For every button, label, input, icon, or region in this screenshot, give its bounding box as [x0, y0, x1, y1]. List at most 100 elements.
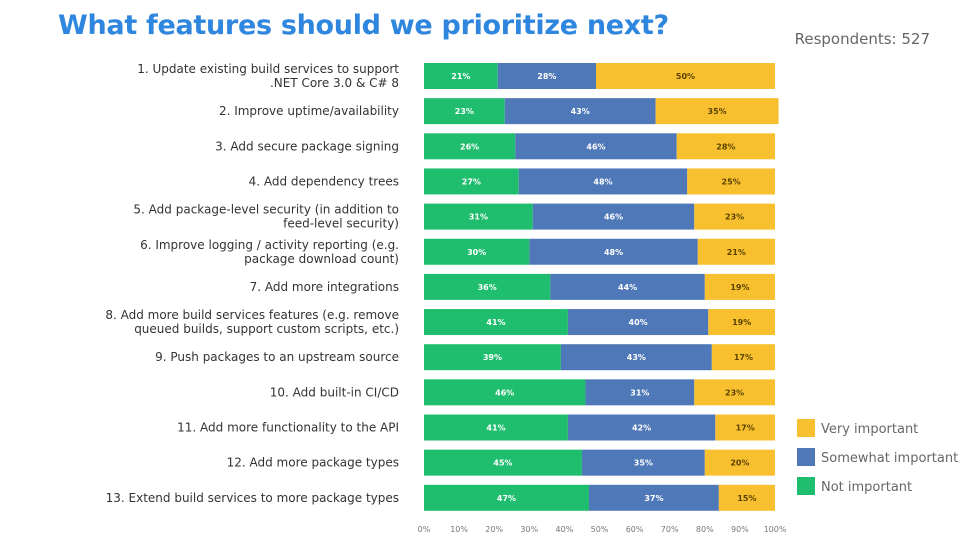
bar-segment: [424, 379, 586, 406]
data-label: 37%: [644, 494, 663, 503]
data-label: 44%: [618, 283, 637, 292]
data-label: 28%: [716, 142, 735, 151]
respondents-count: Respondents: 527: [794, 30, 930, 48]
bar-segment: [567, 414, 716, 441]
bar-segment: [424, 168, 519, 195]
legend-label-very-important: Very important: [821, 422, 918, 437]
data-label: 28%: [537, 72, 556, 81]
bar-segment: [697, 238, 775, 265]
data-label: 31%: [469, 213, 488, 222]
category-label-line: 12. Add more package types: [227, 456, 399, 470]
bar-segment: [676, 133, 775, 160]
x-tick-label: 100%: [764, 525, 787, 534]
data-label: 47%: [497, 494, 516, 503]
bar-segment: [424, 238, 530, 265]
data-label: 48%: [593, 177, 612, 186]
data-label: 36%: [478, 283, 497, 292]
bar-segment: [655, 98, 779, 125]
category-label-line: .NET Core 3.0 & C# 8: [270, 76, 399, 90]
x-tick-label: 40%: [556, 525, 574, 534]
category-label-line: 13. Extend build services to more packag…: [106, 491, 399, 505]
category-label-line: 3. Add secure package signing: [215, 139, 399, 153]
category-label-line: 4. Add dependency trees: [249, 174, 399, 188]
category-label: 8. Add more build services features (e.g…: [105, 308, 399, 336]
bar-segment: [515, 133, 677, 160]
bar-segment: [424, 273, 551, 300]
category-label-line: 2. Improve uptime/availability: [219, 104, 399, 118]
category-label: 2. Improve uptime/availability: [219, 104, 399, 118]
bar-segment: [532, 203, 695, 230]
bar-segment: [718, 484, 775, 511]
bar-segment: [711, 344, 775, 371]
category-label: 11. Add more functionality to the API: [177, 421, 399, 435]
bar-segment: [424, 309, 568, 336]
bar-segment: [497, 63, 596, 89]
x-tick-label: 80%: [696, 525, 714, 534]
x-tick-label: 70%: [661, 525, 679, 534]
data-label: 17%: [734, 353, 753, 362]
category-label-line: package download count): [244, 252, 399, 266]
x-tick-label: 20%: [485, 525, 503, 534]
category-label-line: 6. Improve logging / activity reporting …: [140, 238, 399, 252]
data-label: 23%: [725, 213, 744, 222]
x-tick-label: 30%: [520, 525, 538, 534]
bar-segment: [585, 379, 695, 406]
data-label: 46%: [586, 142, 605, 151]
category-label: 4. Add dependency trees: [249, 174, 399, 188]
data-label: 23%: [455, 107, 474, 116]
page-title: What features should we prioritize next?: [58, 10, 669, 41]
data-label: 41%: [486, 318, 505, 327]
category-label-line: 11. Add more functionality to the API: [177, 421, 399, 435]
bar-segment: [424, 203, 533, 230]
legend-label-somewhat-important: Somewhat important: [821, 451, 958, 466]
data-label: 25%: [722, 177, 741, 186]
data-label: 39%: [483, 353, 502, 362]
data-label: 19%: [732, 318, 751, 327]
bar-segment: [704, 449, 775, 476]
data-label: 45%: [493, 459, 512, 468]
category-label-line: 7. Add more integrations: [250, 280, 399, 294]
data-label: 43%: [627, 353, 646, 362]
x-tick-label: 10%: [450, 525, 468, 534]
bar-segment: [424, 98, 505, 125]
bar-segment: [704, 273, 775, 300]
bar-segment: [424, 63, 498, 89]
bar-segment: [694, 203, 775, 230]
x-tick-label: 0%: [418, 525, 431, 534]
bar-segment: [504, 98, 656, 125]
category-label: 7. Add more integrations: [250, 280, 399, 294]
bar-segment: [694, 379, 775, 406]
bar-segment: [687, 168, 775, 195]
data-label: 46%: [495, 388, 514, 397]
bar-segment: [424, 133, 516, 160]
category-label-line: 8. Add more build services features (e.g…: [105, 308, 399, 322]
data-label: 20%: [730, 459, 749, 468]
data-label: 19%: [730, 283, 749, 292]
category-label-line: 10. Add built-in CI/CD: [270, 385, 399, 399]
category-label: 10. Add built-in CI/CD: [270, 385, 399, 399]
bar-segment: [567, 309, 709, 336]
category-label: 6. Improve logging / activity reporting …: [140, 238, 399, 266]
data-label: 43%: [571, 107, 590, 116]
bar-segment: [424, 449, 582, 476]
category-label: 12. Add more package types: [227, 456, 399, 470]
category-label-line: 1. Update existing build services to sup…: [137, 62, 399, 76]
category-label-line: 5. Add package-level security (in additi…: [133, 203, 399, 217]
bar-segment: [529, 238, 698, 265]
legend-swatch-very-important: [797, 419, 815, 437]
data-label: 31%: [630, 388, 649, 397]
x-tick-label: 90%: [731, 525, 749, 534]
data-label: 15%: [737, 494, 756, 503]
bar-segment: [424, 344, 561, 371]
data-label: 27%: [462, 177, 481, 186]
data-label: 26%: [460, 142, 479, 151]
bar-segment: [715, 414, 775, 441]
bar-segment: [560, 344, 712, 371]
bar-segment: [581, 449, 705, 476]
legend-swatch-somewhat-important: [797, 448, 815, 466]
x-tick-label: 50%: [591, 525, 609, 534]
data-label: 50%: [676, 72, 695, 81]
data-label: 48%: [604, 248, 623, 257]
